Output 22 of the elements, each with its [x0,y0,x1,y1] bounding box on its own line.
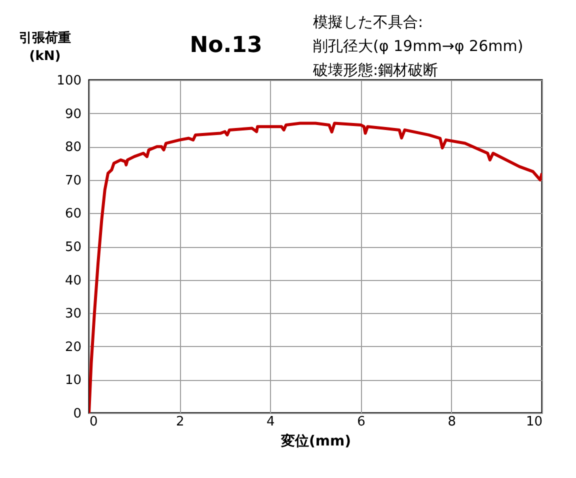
text: 模擬した不具合: [313,13,424,31]
y-tick-label: 20 [64,340,82,355]
x-tick-label: 2 [176,414,184,430]
y-tick-label: 60 [64,206,82,222]
text: 削孔径大(φ 19mm→φ 26mm) [313,37,524,55]
y-axis-title: 引張荷重 (kN) [19,30,71,64]
y-tick-label: 90 [64,106,82,122]
x-tick-label: 4 [266,414,275,430]
x-tick-label: 0 [90,414,98,430]
y-tick-label: 70 [64,173,82,188]
y-tick-label: 40 [64,273,82,288]
y-tick-label: 10 [64,373,82,388]
y-tick-label: 100 [56,74,82,88]
x-tick-label: 8 [448,414,456,430]
y-tick-label: 80 [64,140,82,156]
y-tick-label: 30 [64,306,82,322]
y-tick-label: 50 [64,240,82,255]
chart-title: No.13 [190,33,262,58]
x-tick-label: 6 [357,414,366,430]
text: 破壊形態:鋼材破断 [312,61,438,79]
x-tick-label: 10 [526,414,542,430]
x-axis-title: 変位(mm) [280,432,351,450]
